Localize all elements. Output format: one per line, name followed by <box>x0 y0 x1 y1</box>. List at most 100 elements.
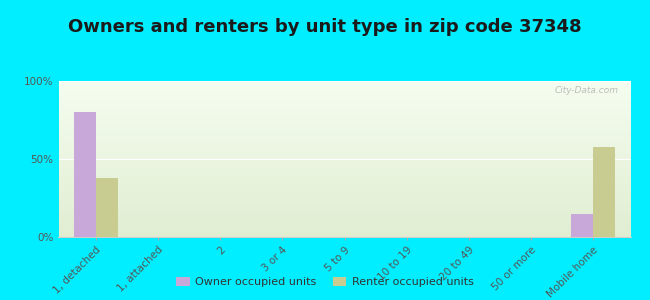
Bar <box>58 206 630 207</box>
Bar <box>58 129 630 131</box>
Bar <box>58 172 630 173</box>
Bar <box>58 232 630 234</box>
Bar <box>58 212 630 214</box>
Bar <box>58 139 630 140</box>
Legend: Owner occupied units, Renter occupied units: Owner occupied units, Renter occupied un… <box>172 272 478 291</box>
Bar <box>58 220 630 221</box>
Text: City-Data.com: City-Data.com <box>555 86 619 95</box>
Bar <box>58 221 630 223</box>
Bar <box>58 164 630 165</box>
Bar <box>58 203 630 204</box>
Bar <box>58 150 630 151</box>
Bar <box>58 92 630 94</box>
Bar <box>58 107 630 109</box>
Bar <box>58 103 630 104</box>
Bar <box>58 159 630 160</box>
Bar <box>58 94 630 95</box>
Bar <box>58 189 630 190</box>
Bar <box>58 223 630 224</box>
Bar <box>58 97 630 98</box>
Bar <box>58 226 630 228</box>
Bar <box>58 167 630 168</box>
Bar <box>58 168 630 170</box>
Bar <box>58 204 630 206</box>
Bar <box>58 182 630 184</box>
Bar <box>58 193 630 195</box>
Bar <box>58 165 630 167</box>
Bar <box>58 134 630 136</box>
Bar <box>58 95 630 97</box>
Bar <box>58 112 630 114</box>
Bar <box>58 201 630 203</box>
Bar <box>58 126 630 128</box>
Bar <box>58 131 630 133</box>
Bar <box>593 146 615 237</box>
Bar <box>58 137 630 139</box>
Bar <box>58 160 630 162</box>
Bar <box>58 125 630 126</box>
Bar <box>58 236 630 237</box>
Bar <box>58 215 630 217</box>
Bar <box>58 209 630 211</box>
Bar <box>58 176 630 178</box>
Bar <box>58 143 630 145</box>
Bar <box>58 181 630 182</box>
Bar <box>58 198 630 200</box>
Bar <box>58 195 630 196</box>
Bar <box>58 146 630 148</box>
Bar <box>58 170 630 172</box>
Bar <box>58 162 630 164</box>
Bar <box>58 179 630 181</box>
Text: Owners and renters by unit type in zip code 37348: Owners and renters by unit type in zip c… <box>68 18 582 36</box>
Bar <box>58 151 630 153</box>
Bar <box>58 142 630 143</box>
Bar <box>58 156 630 158</box>
Bar <box>58 192 630 193</box>
Bar <box>58 158 630 159</box>
Bar <box>58 231 630 232</box>
Bar <box>58 133 630 134</box>
Bar <box>58 184 630 185</box>
Bar <box>58 211 630 212</box>
Bar <box>58 207 630 209</box>
Bar <box>58 187 630 189</box>
Bar <box>58 185 630 187</box>
Bar <box>58 87 630 89</box>
Bar <box>58 81 630 82</box>
Bar <box>58 84 630 86</box>
Bar <box>58 128 630 129</box>
Bar <box>58 196 630 198</box>
Bar <box>58 140 630 142</box>
Bar <box>74 112 96 237</box>
Bar <box>58 175 630 176</box>
Bar <box>58 90 630 92</box>
Bar <box>58 115 630 117</box>
Bar <box>58 120 630 122</box>
Bar <box>58 173 630 175</box>
Bar <box>58 86 630 87</box>
Bar <box>96 178 118 237</box>
Bar <box>58 217 630 218</box>
Bar <box>58 82 630 84</box>
Bar <box>58 122 630 123</box>
Bar <box>58 104 630 106</box>
Bar <box>58 214 630 215</box>
Bar <box>58 100 630 101</box>
Bar <box>58 148 630 150</box>
Bar <box>58 229 630 231</box>
Bar <box>58 98 630 100</box>
Bar <box>58 153 630 154</box>
Bar <box>58 234 630 236</box>
Bar <box>58 118 630 120</box>
Bar <box>58 136 630 137</box>
Bar <box>58 123 630 125</box>
Bar <box>58 111 630 112</box>
Bar <box>58 154 630 156</box>
Bar <box>58 228 630 229</box>
Bar <box>58 224 630 226</box>
Bar <box>58 218 630 220</box>
Bar <box>58 106 630 107</box>
Bar <box>58 101 630 103</box>
Bar <box>58 117 630 118</box>
Bar <box>58 145 630 146</box>
